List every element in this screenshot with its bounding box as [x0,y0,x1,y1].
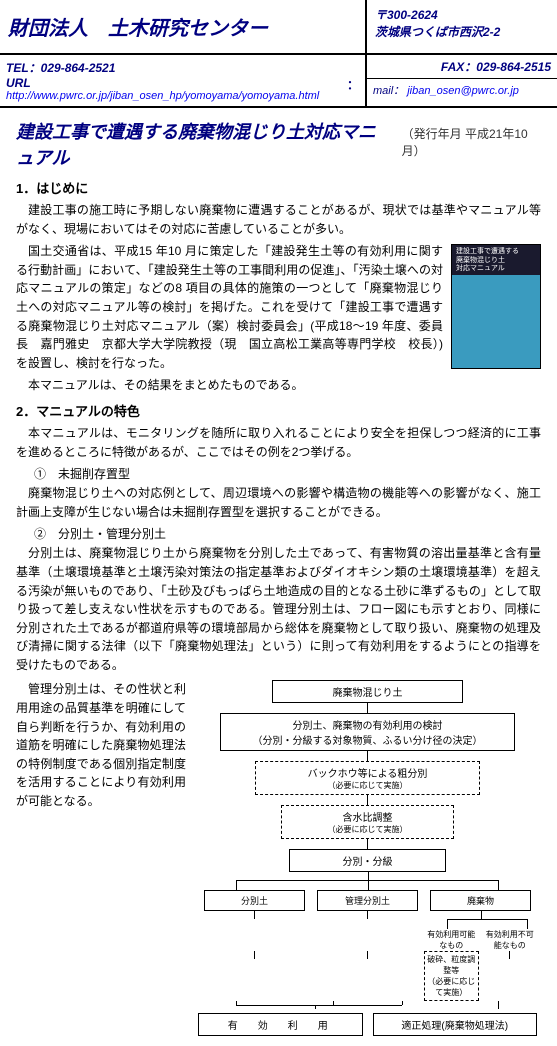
fax: FAX：029-864-2515 [367,55,557,79]
flow-node-4: 含水比調整（必要に応じて実施） [281,805,455,839]
flow-label-row: 有効利用可能なもの 有効利用不可能なもの [194,929,541,951]
flow-sub-row [194,911,541,929]
flow-adj-row: 破砕、粒度調整等（必要に応じて実施） [194,951,541,1001]
cover-top: 建設工事で遭遇する 廃棄物混じり土 対応マニュアル [452,245,540,275]
mail-label: mail： [373,85,404,97]
sec1-p3: 本マニュアルは、その結果をまとめたものである。 [16,376,541,395]
flow-conn [367,795,368,805]
org-name: 財団法人 土木研究センター [8,12,357,41]
url-row: URL ： [6,76,359,90]
flow-side-text: 管理分別土は、その性状と利用用途の品質基準を明確にして自ら判断を行うか、有効利用… [16,680,186,1036]
sec2-sub1: ① 未掘削存置型 [34,465,541,482]
tel: TEL：029-864-2521 [6,59,359,76]
sec2-p1: 本マニュアルは、モニタリングを随所に取り入れることにより安全を担保しつつ経済的に… [16,424,541,461]
flow-final-2: 適正処理(廃棄物処理法) [373,1013,538,1036]
url-label: URL [6,76,31,90]
flow-label-2: 有効利用不可能なもの [483,929,538,951]
flow-conn [367,839,368,849]
flow-label-1: 有効利用可能なもの [424,929,479,951]
tel-value: 029-864-2521 [41,61,116,75]
flow-node-6: 破砕、粒度調整等（必要に応じて実施） [424,951,479,1001]
flow-branch-2: 管理分別土 [317,890,419,911]
wrap-section: 建設工事で遭遇する 廃棄物混じり土 対応マニュアル 国土交通省は、平成15 年1… [16,242,541,544]
flow-split2 [424,911,537,929]
tel-label: TEL： [6,61,41,75]
flow-branch-row: 分別土 管理分別土 廃棄物 [194,890,541,911]
cover-text: 建設工事で遭遇する 廃棄物混じり土 対応マニュアル [452,245,540,276]
flow-node-3: バックホウ等による粗分別（必要に応じて実施） [255,761,481,795]
title-row: 建設工事で遭遇する廃棄物混じり土対応マニュアル （発行年月 平成21年10 月） [16,118,541,170]
manual-cover-image: 建設工事で遭遇する 廃棄物混じり土 対応マニュアル [451,244,541,369]
flow-final-1: 有 効 利 用 [198,1013,363,1036]
flow-merge [194,1001,541,1009]
mail: mail： jiban_osen@pwrc.or.jp [367,79,557,101]
postal-code: 〒300-2624 [375,6,549,23]
fax-value: 029-864-2515 [476,60,551,74]
sec2-sub2: ② 分別土・管理分別土 [34,525,541,542]
sec1-p1: 建設工事の施工時に予期しない廃棄物に遭遇することがあるが、現状では基準やマニュア… [16,201,541,238]
content: 建設工事で遭遇する廃棄物混じり土対応マニュアル （発行年月 平成21年10 月）… [0,108,557,1046]
header-row: 財団法人 土木研究センター 〒300-2624 茨城県つくば市西沢2-2 [0,0,557,55]
contact-right: FAX：029-864-2515 mail： jiban_osen@pwrc.o… [367,55,557,106]
sec2-p4: 管理分別土は、その性状と利用用途の品質基準を明確にして自ら判断を行うか、有効利用… [16,680,186,810]
sec2-head: 2．マニュアルの特色 [16,401,541,420]
flow-node-5: 分別・分級 [289,849,445,872]
fax-label: FAX： [441,60,476,74]
sec1-head: 1．はじめに [16,178,541,197]
address: 茨城県つくば市西沢2-2 [375,23,549,40]
org-cell: 財団法人 土木研究センター [0,0,367,53]
doc-title: 建設工事で遭遇する廃棄物混じり土対応マニュアル [16,118,392,170]
url-value[interactable]: http://www.pwrc.or.jp/jiban_osen_hp/yomo… [6,90,359,102]
flow-node-1: 廃棄物混じり土 [272,680,463,703]
contact-left: TEL：029-864-2521 URL ： http://www.pwrc.o… [0,55,367,106]
flow-conn [367,751,368,761]
address-cell: 〒300-2624 茨城県つくば市西沢2-2 [367,0,557,53]
flow-section: 管理分別土は、その性状と利用用途の品質基準を明確にして自ら判断を行うか、有効利用… [16,680,541,1036]
flowchart: 廃棄物混じり土 分別土、廃棄物の有効利用の検討 （分別・分級する対象物質、ふるい… [194,680,541,1036]
flow-branch-3: 廃棄物 [430,890,532,911]
sec2-p3-top: 分別土は、廃棄物混じり土から廃棄物を分別した土であって、有害物質の溶出量基準と含… [16,544,541,674]
flow-final-row: 有 効 利 用 適正処理(廃棄物処理法) [194,1013,541,1036]
flow-node-2: 分別土、廃棄物の有効利用の検討 （分別・分級する対象物質、ふるい分け径の決定） [220,713,515,751]
flow-split3 [194,872,541,890]
mail-value[interactable]: jiban_osen@pwrc.or.jp [407,85,519,97]
pub-date: （発行年月 平成21年10 月） [402,125,541,159]
sec2-p2: 廃棄物混じり土への対応例として、周辺環境への影響や構造物の機能等への影響がなく、… [16,484,541,521]
url-colon: ： [347,76,359,93]
flow-conn [367,703,368,713]
contact-row: TEL：029-864-2521 URL ： http://www.pwrc.o… [0,55,557,108]
flow-branch-1: 分別土 [204,890,306,911]
